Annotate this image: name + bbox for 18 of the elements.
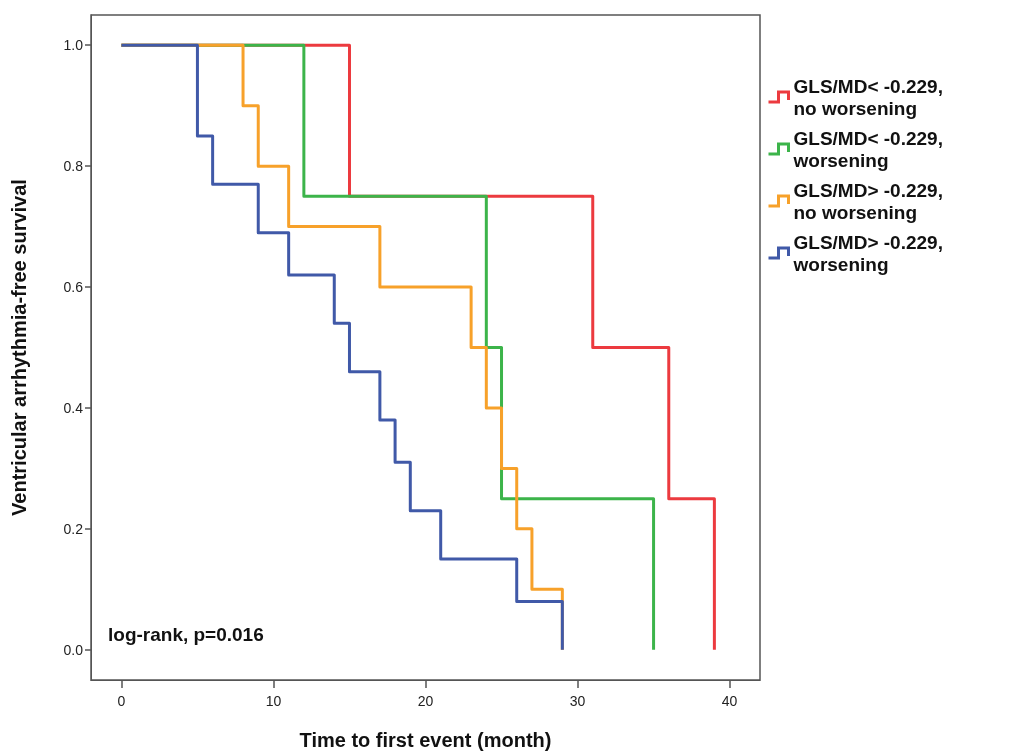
y-tick-label: 0.8 — [63, 158, 84, 175]
x-tick-label: 40 — [721, 693, 738, 709]
x-tick-label: 30 — [569, 693, 586, 709]
annotation: log-rank, p=0.016 — [108, 624, 264, 645]
y-tick-label: 1.0 — [63, 37, 84, 54]
legend-label: GLS/MD< -0.229, no worsening — [793, 75, 949, 119]
y-tick-label: 0.4 — [63, 399, 84, 416]
x-tick-label: 10 — [265, 693, 282, 709]
legend-label: GLS/MD< -0.229, worsening — [792, 127, 949, 171]
y-tick-label: 0.6 — [63, 279, 84, 296]
x-tick-label: 20 — [417, 693, 434, 709]
legend-label: GLS/MD> -0.229, worsening — [792, 231, 949, 275]
legend-label: GLS/MD> -0.229, no worsening — [793, 179, 949, 223]
y-axis-title: Ventricular arrhythmia-free survival — [8, 179, 30, 516]
x-axis-title: Time to first event (month) — [299, 729, 552, 751]
x-tick-label: 0 — [117, 693, 126, 709]
y-tick-label: 0.0 — [63, 641, 84, 658]
y-tick-label: 0.2 — [63, 520, 84, 537]
